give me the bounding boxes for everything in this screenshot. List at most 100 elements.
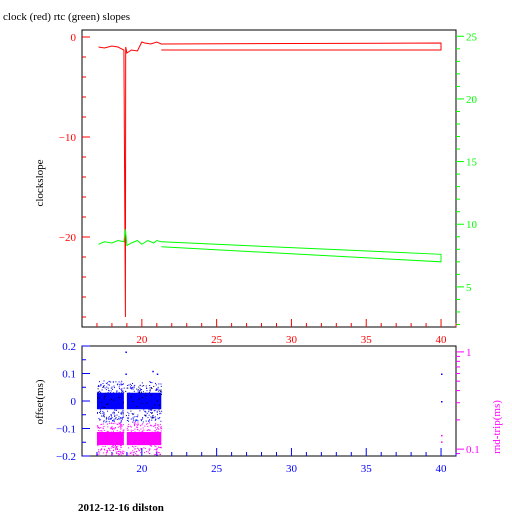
rnd-trip-point xyxy=(122,453,124,455)
offset-point xyxy=(160,420,162,422)
offset-point xyxy=(116,392,118,394)
offset-point xyxy=(128,413,130,415)
offset-point xyxy=(115,409,117,411)
rnd-trip-point xyxy=(155,430,156,432)
offset-point xyxy=(110,418,112,420)
noise-point xyxy=(101,401,103,403)
rnd-trip-point xyxy=(112,427,114,429)
rnd-trip-point xyxy=(146,423,147,425)
offset-point xyxy=(103,421,105,423)
offset-point xyxy=(142,391,144,393)
offset-point xyxy=(156,388,158,390)
rnd-trip-point xyxy=(97,451,99,453)
rnd-trip-point xyxy=(135,453,137,455)
offset-point xyxy=(152,416,154,418)
offset-point xyxy=(120,421,122,423)
offset-point xyxy=(161,391,163,393)
rnd-trip-point xyxy=(112,447,114,448)
rnd-trip-point xyxy=(97,426,99,428)
noise-point xyxy=(152,407,154,409)
noise-point xyxy=(141,397,143,398)
offset-point xyxy=(105,416,107,418)
rnd-trip-point xyxy=(147,429,149,431)
offset-point xyxy=(132,421,134,423)
noise-point xyxy=(153,385,155,387)
rnd-trip-point xyxy=(97,454,99,455)
rnd-trip-point xyxy=(157,431,159,433)
offset-point xyxy=(131,384,132,386)
rnd-trip-point xyxy=(121,426,123,428)
rnd-trip-point xyxy=(122,429,124,431)
rnd-trip-point xyxy=(133,446,135,448)
rnd-trip-point xyxy=(100,427,102,429)
rnd-trip-point xyxy=(134,448,136,450)
rnd-trip-point xyxy=(160,430,162,432)
offset-point xyxy=(116,414,118,416)
offset-point xyxy=(137,420,139,422)
noise-point xyxy=(139,392,140,393)
offset-point xyxy=(113,413,115,415)
lower-left-tick-label: 0.2 xyxy=(62,341,76,353)
offset-point xyxy=(106,418,108,419)
rnd-trip-point xyxy=(136,426,137,428)
rnd-trip-point xyxy=(158,428,160,430)
lower-x-tick-label: 40 xyxy=(436,463,448,475)
rnd-trip-point xyxy=(154,431,156,433)
rnd-trip-point xyxy=(120,428,122,430)
rnd-trip-point xyxy=(120,452,121,454)
rnd-trip-point xyxy=(148,429,150,431)
rnd-trip-point xyxy=(161,427,163,429)
offset-point xyxy=(99,419,100,421)
rnd-trip-point xyxy=(118,450,120,452)
lower-left-tick-label: 0 xyxy=(71,396,77,408)
lower-left-tick-label: −0.2 xyxy=(56,451,76,463)
offset-point xyxy=(141,382,143,384)
noise-point xyxy=(149,387,151,389)
offset-band xyxy=(126,392,162,410)
noise-point xyxy=(110,398,112,400)
noise-point xyxy=(99,397,100,399)
noise-point xyxy=(130,396,132,398)
rnd-trip-point xyxy=(126,427,128,429)
rnd-trip-point xyxy=(111,431,113,433)
offset-point xyxy=(111,417,113,419)
offset-point xyxy=(98,385,100,387)
offset-point xyxy=(151,419,153,421)
rnd-trip-point xyxy=(115,445,116,447)
rnd-trip-point xyxy=(97,425,99,427)
offset-point xyxy=(151,412,153,414)
noise-point xyxy=(132,401,134,402)
rnd-trip-point xyxy=(133,423,135,425)
rnd-trip-point xyxy=(127,453,129,455)
rnd-trip-point xyxy=(108,447,109,449)
upper-x-tick-label: 40 xyxy=(436,334,448,346)
rnd-trip-point xyxy=(119,453,121,455)
rnd-trip-point xyxy=(137,425,139,427)
offset-point xyxy=(139,410,141,412)
rnd-trip-point xyxy=(119,426,121,427)
offset-point xyxy=(119,388,120,390)
noise-point xyxy=(146,402,148,404)
offset-point xyxy=(113,411,115,413)
rnd-trip-point xyxy=(111,446,113,447)
rnd-trip-point xyxy=(98,427,100,429)
offset-point xyxy=(137,391,139,393)
offset-point xyxy=(103,385,105,387)
clock-slope-line xyxy=(98,41,442,318)
noise-point xyxy=(140,392,142,394)
rnd-trip-point xyxy=(97,445,99,447)
rnd-trip-point xyxy=(149,448,151,450)
noise-point xyxy=(104,406,105,408)
offset-point xyxy=(140,391,142,393)
rnd-trip-point xyxy=(123,451,125,453)
offset-point xyxy=(153,417,155,419)
rnd-trip-point xyxy=(134,451,135,453)
rnd-trip-point xyxy=(120,422,121,424)
offset-point xyxy=(99,390,101,392)
rnd-trip-point xyxy=(132,453,134,455)
offset-point xyxy=(158,383,160,385)
rnd-trip-point xyxy=(155,446,157,448)
offset-point xyxy=(137,416,139,418)
rnd-trip-point xyxy=(109,450,111,452)
offset-point xyxy=(128,420,129,422)
